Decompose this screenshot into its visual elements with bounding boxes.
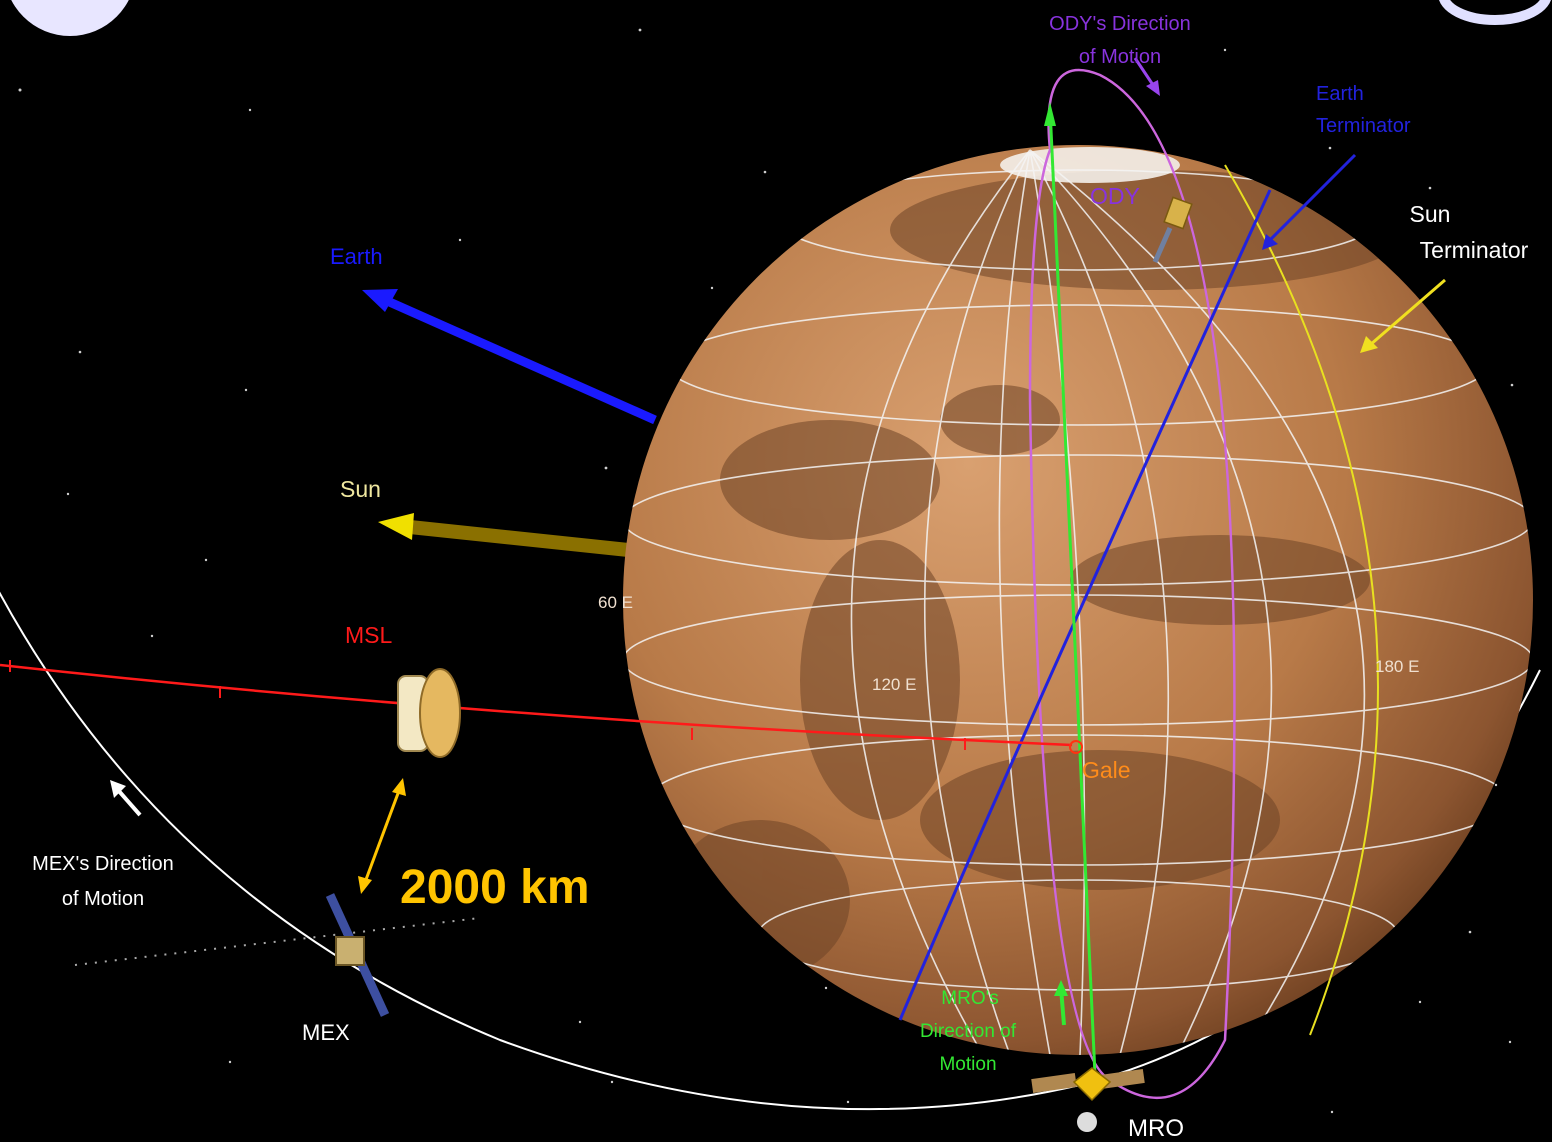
earth-terminator-line bbox=[898, 189, 1272, 1021]
longitude-180e-label: 180 E bbox=[1375, 657, 1419, 676]
mro-direction-label-line2: Direction of bbox=[920, 1021, 1017, 1042]
earth-terminator-label-line1: Earth bbox=[1316, 83, 1364, 105]
msl-trajectory bbox=[0, 663, 1073, 747]
longitude-60e-label: 60 E bbox=[598, 593, 633, 612]
earth-arrow bbox=[362, 289, 657, 425]
mro-label: MRO bbox=[1128, 1115, 1184, 1142]
earth-terminator-pointer bbox=[1262, 153, 1357, 250]
mex-label: MEX bbox=[302, 1020, 350, 1045]
mro-direction-label-line1: MRO's bbox=[941, 988, 998, 1009]
earth-label: Earth bbox=[330, 244, 383, 269]
partial-letter-decoration bbox=[1439, 0, 1551, 25]
longitude-120e-label: 120 E bbox=[872, 675, 916, 694]
sun-terminator-line bbox=[1224, 164, 1379, 1036]
distance-label: 2000 km bbox=[400, 861, 590, 914]
earth-terminator-label-line2: Terminator bbox=[1316, 115, 1411, 137]
distance-marker bbox=[358, 778, 406, 894]
mro-direction-arrow bbox=[1054, 980, 1068, 1026]
ody-label: ODY bbox=[1090, 183, 1140, 209]
ody-direction-label-line2: of Motion bbox=[1079, 46, 1161, 68]
stars bbox=[18, 28, 1514, 1114]
sun-terminator-pointer bbox=[1360, 278, 1446, 353]
gale-crater-marker bbox=[1069, 740, 1083, 754]
mex-spacecraft bbox=[325, 893, 390, 1017]
gale-label: Gale bbox=[1082, 757, 1131, 783]
msl-spacecraft bbox=[397, 668, 461, 758]
mex-direction-label-line1: MEX's Direction bbox=[32, 853, 174, 875]
sun-label: Sun bbox=[340, 476, 381, 502]
mex-direction-arrow bbox=[110, 780, 142, 817]
sun-terminator-label-line1: Sun bbox=[1410, 201, 1451, 227]
mars-polar-cap bbox=[1000, 147, 1180, 183]
mex-direction-label-line2: of Motion bbox=[62, 888, 144, 910]
ody-direction-label-line1: ODY's Direction bbox=[1049, 13, 1191, 35]
mro-direction-label-line3: Motion bbox=[939, 1054, 996, 1075]
msl-label: MSL bbox=[345, 622, 393, 648]
ody-spacecraft bbox=[1152, 196, 1193, 264]
sun-terminator-label-line2: Terminator bbox=[1420, 237, 1529, 263]
mro-orbit bbox=[1044, 102, 1097, 1076]
ody-orbit bbox=[1028, 68, 1236, 1100]
msl-trajectory-ticks bbox=[9, 660, 966, 750]
mro-spacecraft bbox=[1031, 1067, 1145, 1132]
ody-direction-arrow bbox=[1133, 57, 1160, 96]
partial-circle-decoration bbox=[11, 0, 129, 36]
